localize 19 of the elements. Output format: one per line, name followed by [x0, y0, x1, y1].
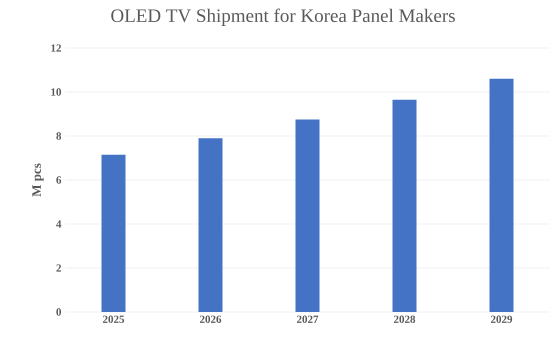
x-tick-label: 2027 — [296, 316, 318, 323]
x-tick-label: 2028 — [394, 316, 416, 323]
chart-title: OLED TV Shipment for Korea Panel Makers — [111, 8, 455, 26]
y-tick-label: 10 — [51, 88, 62, 96]
y-tick-label: 4 — [56, 220, 62, 228]
bar — [198, 138, 222, 312]
x-tick-label: 2029 — [490, 316, 512, 323]
y-tick-label: 12 — [51, 44, 61, 52]
bar — [296, 119, 320, 312]
y-tick-label: 8 — [56, 132, 62, 140]
x-tick-label: 2025 — [102, 316, 124, 323]
bar — [102, 154, 126, 312]
bar — [490, 78, 514, 312]
y-tick-label: 0 — [56, 308, 62, 316]
x-tick-label: 2026 — [200, 316, 222, 323]
y-tick-label: 6 — [56, 176, 62, 184]
y-axis-title: M pcs — [32, 164, 44, 197]
bar — [392, 100, 417, 312]
y-tick-label: 2 — [56, 264, 61, 272]
